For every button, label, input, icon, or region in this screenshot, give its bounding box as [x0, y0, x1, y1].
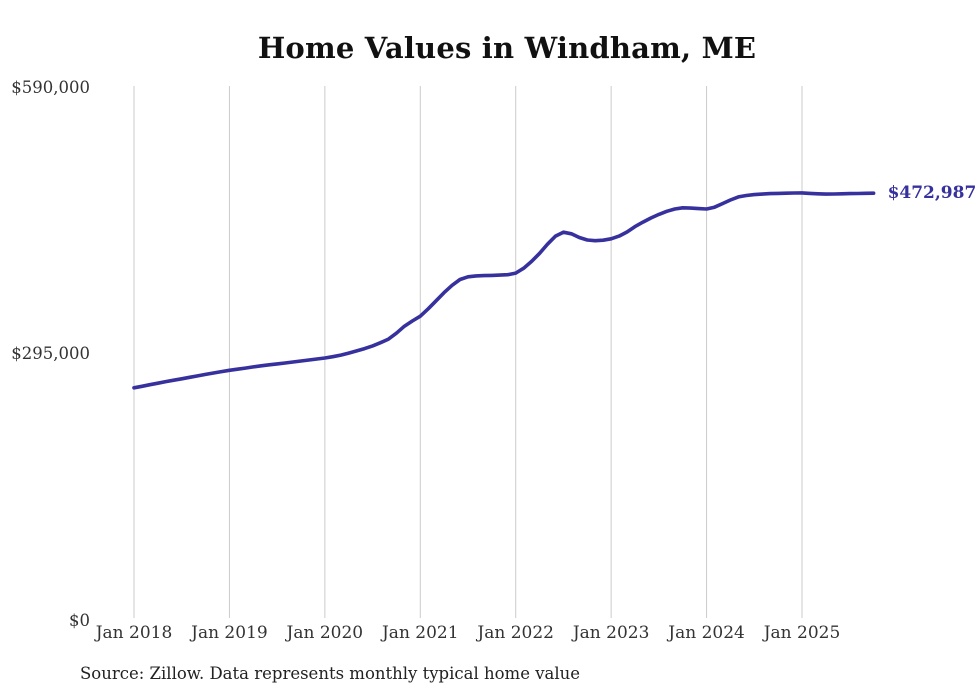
home-value-line: [132, 191, 876, 390]
x-tick-label-jan-2021: Jan 2021: [381, 623, 459, 643]
x-tick-label-jan-2020: Jan 2020: [286, 623, 364, 643]
chart-title: Home Values in Windham, ME: [257, 31, 757, 65]
x-tick-label-jan-2023: Jan 2023: [572, 623, 650, 643]
y-tick-label-590000: $590,000: [11, 77, 90, 97]
x-tick-label-jan-2025: Jan 2025: [763, 623, 841, 643]
y-tick-label-295000: $295,000: [11, 344, 90, 363]
latest-value-label: $472,987: [887, 182, 977, 203]
x-tick-label-jan-2018: Jan 2018: [95, 623, 173, 643]
x-tick-label-jan-2022: Jan 2022: [477, 623, 554, 643]
source-note: Source: Zillow. Data represents monthly …: [80, 664, 581, 683]
x-tick-label-jan-2024: Jan 2024: [668, 623, 745, 643]
y-tick-label-0: $0: [69, 610, 90, 630]
x-tick-label-jan-2019: Jan 2019: [191, 623, 268, 643]
